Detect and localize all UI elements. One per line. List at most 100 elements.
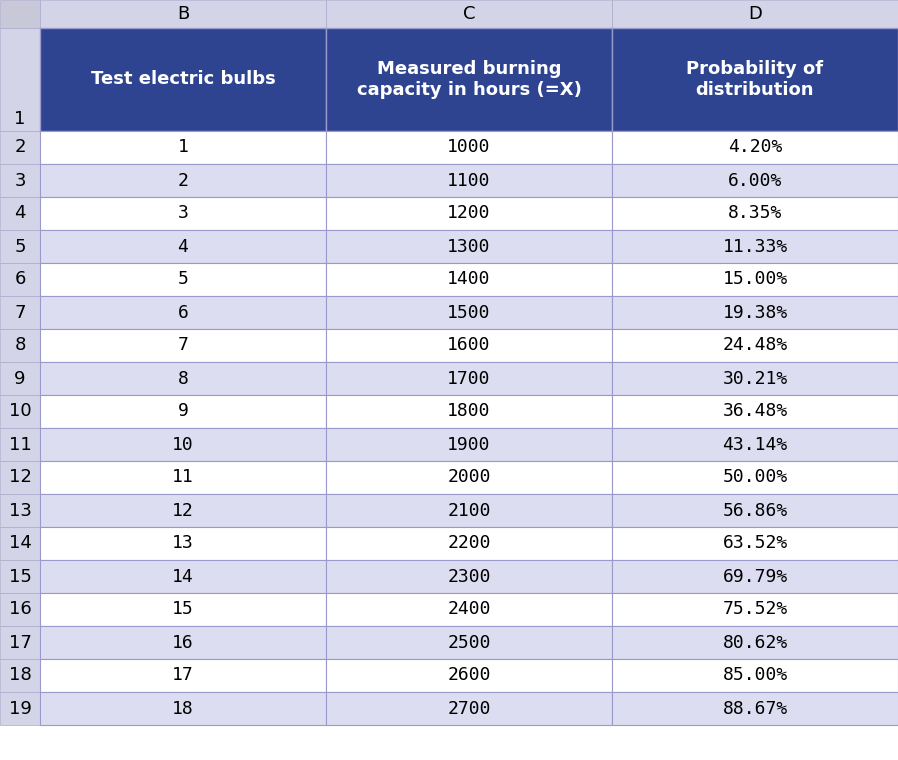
Text: 30.21%: 30.21% <box>722 369 788 388</box>
Text: 36.48%: 36.48% <box>722 403 788 420</box>
Bar <box>326 296 612 329</box>
Bar <box>326 395 612 428</box>
Text: 10: 10 <box>172 435 194 454</box>
Bar <box>0 593 40 626</box>
Text: 18: 18 <box>9 667 31 685</box>
Bar <box>0 461 40 494</box>
Text: 1800: 1800 <box>447 403 490 420</box>
Text: 63.52%: 63.52% <box>722 534 788 553</box>
Bar <box>326 263 612 296</box>
Text: 12: 12 <box>9 468 31 486</box>
Text: 56.86%: 56.86% <box>722 502 788 520</box>
Bar <box>40 659 326 692</box>
Text: 17: 17 <box>9 634 31 651</box>
Text: Probability of
distribution: Probability of distribution <box>686 60 823 99</box>
Bar <box>0 692 40 725</box>
Text: 1: 1 <box>178 138 189 157</box>
Bar <box>40 461 326 494</box>
Bar <box>612 494 898 527</box>
Text: 15: 15 <box>172 600 194 619</box>
Bar <box>0 659 40 692</box>
Text: 1900: 1900 <box>447 435 490 454</box>
Bar <box>326 362 612 395</box>
Text: 7: 7 <box>178 337 189 354</box>
Bar <box>0 494 40 527</box>
Bar <box>326 164 612 197</box>
Bar <box>326 28 612 131</box>
Text: 14: 14 <box>9 534 31 553</box>
Bar <box>326 626 612 659</box>
Bar <box>40 428 326 461</box>
Bar <box>612 362 898 395</box>
Text: 13: 13 <box>9 502 31 520</box>
Bar <box>612 461 898 494</box>
Bar <box>612 164 898 197</box>
Bar <box>0 0 40 28</box>
Text: 2: 2 <box>178 172 189 189</box>
Bar <box>326 494 612 527</box>
Bar <box>612 593 898 626</box>
Text: 24.48%: 24.48% <box>722 337 788 354</box>
Bar <box>40 197 326 230</box>
Bar <box>326 527 612 560</box>
Bar <box>0 626 40 659</box>
Bar <box>40 560 326 593</box>
Bar <box>612 197 898 230</box>
Text: 13: 13 <box>172 534 194 553</box>
Bar <box>0 230 40 263</box>
Bar <box>326 230 612 263</box>
Bar <box>40 296 326 329</box>
Text: 3: 3 <box>178 204 189 223</box>
Text: 6.00%: 6.00% <box>727 172 782 189</box>
Bar <box>0 527 40 560</box>
Text: 7: 7 <box>14 303 26 321</box>
Bar <box>326 461 612 494</box>
Text: 2500: 2500 <box>447 634 490 651</box>
Bar <box>612 230 898 263</box>
Text: 2100: 2100 <box>447 502 490 520</box>
Bar <box>0 395 40 428</box>
Bar <box>40 395 326 428</box>
Text: 9: 9 <box>178 403 189 420</box>
Text: 1200: 1200 <box>447 204 490 223</box>
Bar <box>612 428 898 461</box>
Text: 18: 18 <box>172 699 194 717</box>
Text: 75.52%: 75.52% <box>722 600 788 619</box>
Text: 9: 9 <box>14 369 26 388</box>
Text: 19.38%: 19.38% <box>722 303 788 321</box>
Text: C: C <box>462 5 475 23</box>
Text: 2000: 2000 <box>447 468 490 486</box>
Bar <box>612 626 898 659</box>
Bar <box>40 329 326 362</box>
Text: 2200: 2200 <box>447 534 490 553</box>
Text: 5: 5 <box>178 271 189 289</box>
Text: 4: 4 <box>14 204 26 223</box>
Bar <box>612 560 898 593</box>
Bar <box>612 131 898 164</box>
Text: 6: 6 <box>178 303 189 321</box>
Bar <box>326 692 612 725</box>
Bar <box>0 263 40 296</box>
Text: 85.00%: 85.00% <box>722 667 788 685</box>
Bar <box>40 28 326 131</box>
Bar <box>326 428 612 461</box>
Text: 11: 11 <box>172 468 194 486</box>
Text: 1500: 1500 <box>447 303 490 321</box>
Text: 6: 6 <box>14 271 26 289</box>
Text: 2: 2 <box>14 138 26 157</box>
Text: 4.20%: 4.20% <box>727 138 782 157</box>
Bar <box>40 263 326 296</box>
Bar <box>40 362 326 395</box>
Bar <box>612 692 898 725</box>
Bar <box>0 560 40 593</box>
Bar <box>40 626 326 659</box>
Bar <box>612 28 898 131</box>
Text: Measured burning
capacity in hours (=X): Measured burning capacity in hours (=X) <box>357 60 581 99</box>
Text: 2400: 2400 <box>447 600 490 619</box>
Text: 15: 15 <box>9 568 31 585</box>
Bar <box>0 428 40 461</box>
Text: 1000: 1000 <box>447 138 490 157</box>
Text: 14: 14 <box>172 568 194 585</box>
Text: 11.33%: 11.33% <box>722 237 788 255</box>
Bar <box>0 164 40 197</box>
